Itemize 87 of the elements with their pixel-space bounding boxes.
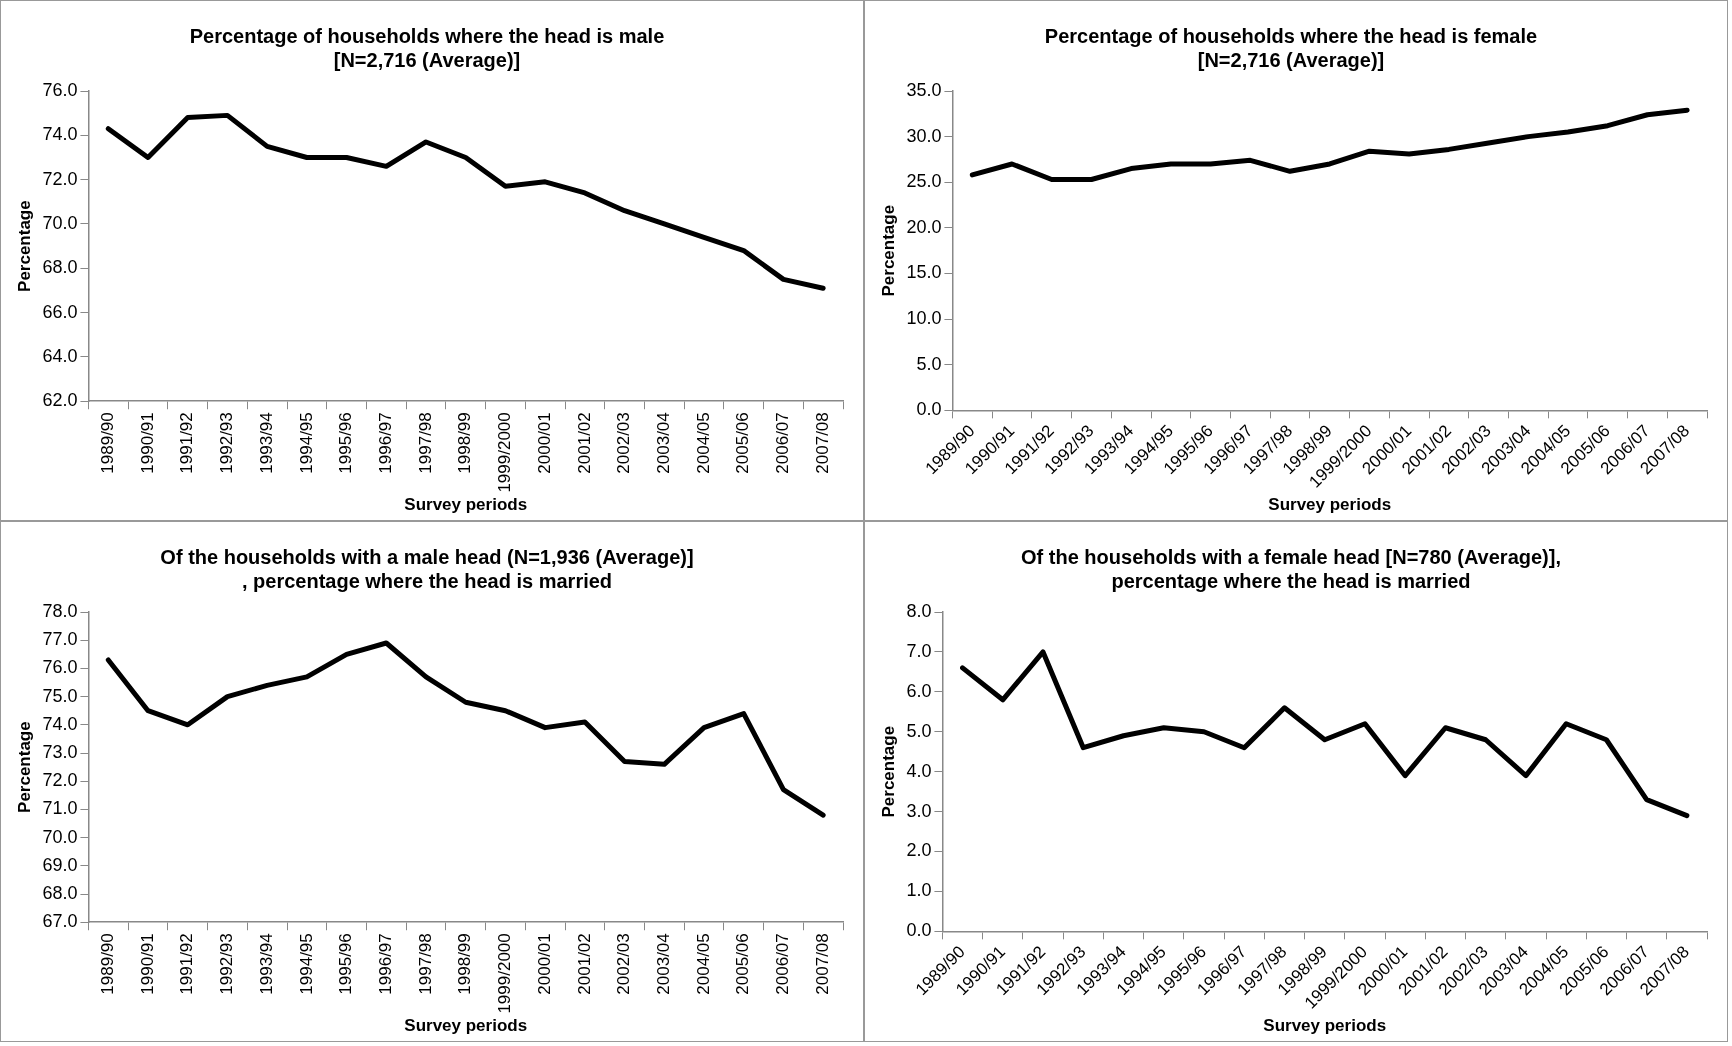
x-tick-label: 2004/05: [693, 412, 713, 474]
x-tick-label: 1990/91: [137, 412, 157, 474]
y-tick-label: 75.0: [42, 685, 78, 706]
y-tick-label: 30.0: [906, 125, 942, 146]
y-tick-label: 78.0: [42, 600, 78, 621]
x-tick-label: 1992/93: [217, 412, 237, 474]
x-axis-title: Survey periods: [1268, 495, 1392, 515]
x-tick-label: 2000/01: [534, 412, 554, 474]
y-tick-label: 8.0: [906, 600, 932, 621]
y-tick-label: 35.0: [906, 79, 942, 100]
x-tick-label: 1999/2000: [495, 933, 515, 1014]
y-tick-label: 77.0: [42, 629, 78, 650]
y-tick-label: 25.0: [906, 171, 942, 192]
y-tick-label: 6.0: [906, 680, 932, 701]
y-tick-label: 0.0: [906, 920, 932, 941]
x-tick-label: 1990/91: [137, 933, 157, 995]
x-tick-label: 2005/06: [733, 412, 753, 474]
chart-title: Of the households with a male head (N=1,936 (Average)] , percentage where the head is married: [160, 545, 694, 592]
y-tick-label: 76.0: [42, 79, 78, 100]
y-tick-label: 72.0: [42, 770, 78, 791]
x-tick-label: 1994/95: [296, 933, 316, 995]
y-tick-label: 20.0: [906, 216, 942, 237]
x-tick-label: 1993/94: [256, 412, 276, 474]
x-axis-title: Survey periods: [1263, 1016, 1387, 1036]
x-tick-label: 1995/96: [336, 933, 356, 995]
x-tick-label: 1991/92: [177, 933, 197, 995]
y-tick-label: 5.0: [916, 353, 942, 374]
x-tick-label: 2004/05: [693, 933, 713, 995]
x-tick-label: 2006/07: [773, 933, 793, 995]
y-axis-title: Percentage: [878, 204, 898, 297]
x-tick-label: 1998/99: [455, 412, 475, 474]
x-tick-label: 1996/97: [375, 412, 395, 474]
y-tick-label: 71.0: [42, 798, 78, 819]
y-tick-label: 10.0: [906, 308, 942, 329]
y-tick-label: 15.0: [906, 262, 942, 283]
chart-title: Percentage of households where the head is female [N=2,716 (Average)]: [1044, 24, 1538, 71]
x-tick-label: 1998/99: [455, 933, 475, 995]
x-axis-title: Survey periods: [404, 495, 528, 515]
y-tick-label: 0.0: [916, 399, 942, 420]
x-tick-label: 1997/98: [415, 933, 435, 995]
x-tick-label: 2006/07: [773, 412, 793, 474]
y-tick-label: 69.0: [42, 854, 78, 875]
x-tick-label: 1989/90: [97, 933, 117, 995]
y-axis-title: Percentage: [14, 721, 34, 813]
x-tick-label: 2002/03: [614, 412, 634, 474]
y-tick-label: 66.0: [42, 301, 78, 322]
x-tick-label: 2000/01: [534, 933, 554, 995]
y-tick-label: 70.0: [42, 826, 78, 847]
x-tick-label: 1997/98: [415, 412, 435, 474]
chart-title: Of the households with a female head [N=780 (Average)], percentage where the head is married: [1021, 545, 1561, 592]
y-tick-label: 4.0: [906, 760, 932, 781]
x-tick-label: 2005/06: [733, 933, 753, 995]
y-tick-label: 2.0: [906, 840, 932, 861]
y-tick-label: 74.0: [42, 713, 78, 734]
y-tick-label: 73.0: [42, 741, 78, 762]
x-tick-label: 2007/08: [812, 412, 832, 474]
y-tick-label: 64.0: [42, 345, 78, 366]
x-tick-label: 1992/93: [217, 933, 237, 995]
y-axis-title: Percentage: [878, 725, 898, 818]
x-tick-label: 1989/90: [97, 412, 117, 474]
y-tick-label: 1.0: [906, 880, 932, 901]
x-tick-label: 2002/03: [614, 933, 634, 995]
y-tick-label: 62.0: [42, 390, 78, 411]
y-tick-label: 72.0: [42, 168, 78, 189]
y-tick-label: 68.0: [42, 883, 78, 904]
y-tick-label: 7.0: [906, 640, 932, 661]
y-tick-label: 74.0: [42, 124, 78, 145]
x-tick-label: 1991/92: [177, 412, 197, 474]
x-tick-label: 1996/97: [375, 933, 395, 995]
x-tick-label: 1999/2000: [495, 412, 515, 493]
x-tick-label: 2003/04: [653, 412, 673, 474]
y-tick-label: 3.0: [906, 800, 932, 821]
y-tick-label: 5.0: [906, 720, 932, 741]
x-tick-label: 2001/02: [574, 933, 594, 995]
y-tick-label: 76.0: [42, 657, 78, 678]
chart-title: Percentage of households where the head is male [N=2,716 (Average)]: [189, 24, 665, 71]
x-tick-label: 2003/04: [653, 933, 673, 995]
x-tick-label: 1995/96: [336, 412, 356, 474]
y-tick-label: 68.0: [42, 257, 78, 278]
y-axis-title: Percentage: [14, 200, 34, 292]
x-tick-label: 2001/02: [574, 412, 594, 474]
x-tick-label: 1994/95: [296, 412, 316, 474]
x-tick-label: 1993/94: [256, 933, 276, 995]
y-tick-label: 70.0: [42, 212, 78, 233]
y-tick-label: 67.0: [42, 911, 78, 932]
x-axis-title: Survey periods: [404, 1016, 528, 1036]
x-tick-label: 2007/08: [812, 933, 832, 995]
